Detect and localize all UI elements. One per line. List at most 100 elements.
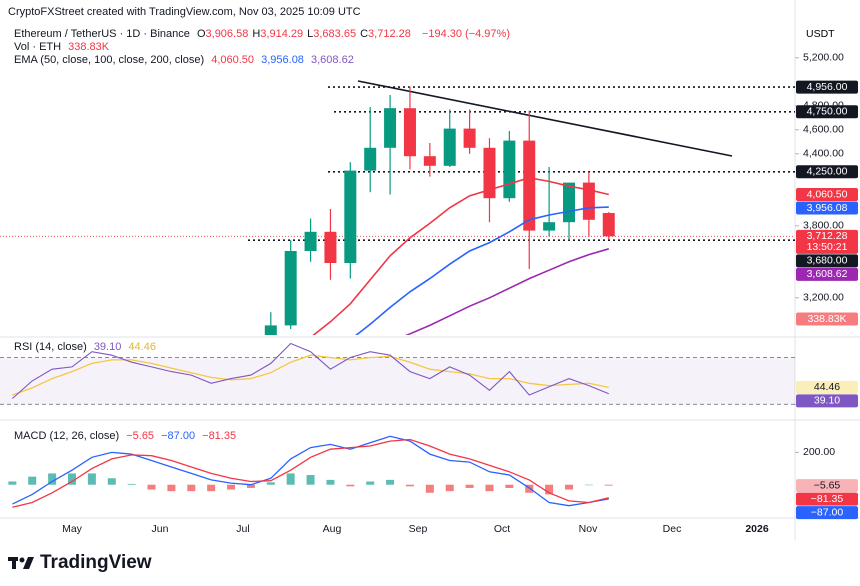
axis-value-label: −81.35 xyxy=(811,493,844,505)
axis-value-box xyxy=(796,80,858,94)
axis-value-label: 4,250.00 xyxy=(807,166,848,178)
y-tick-label: 5,200.00 xyxy=(803,52,844,64)
candle-body xyxy=(602,213,615,237)
histogram-bar xyxy=(147,484,156,490)
histogram-bar xyxy=(187,484,196,492)
axis-value-box xyxy=(796,506,858,520)
ohlc-value: 3,712.28 xyxy=(368,28,411,40)
candle-body xyxy=(582,182,595,220)
histogram-bar xyxy=(525,484,534,493)
axis-value-box xyxy=(796,312,858,326)
x-tick-label: Jun xyxy=(152,523,169,535)
histogram-bar xyxy=(306,475,315,485)
axis-value-label: 3,956.08 xyxy=(807,202,848,214)
candle-body xyxy=(563,182,575,223)
series-line xyxy=(405,248,610,335)
x-tick-label: Aug xyxy=(323,523,342,535)
histogram-bar xyxy=(227,484,236,490)
candle-body xyxy=(543,222,556,231)
macd-pane xyxy=(8,435,613,508)
price-pane xyxy=(0,86,795,335)
axis-value-label: −87.00 xyxy=(811,506,844,518)
axis: 3,200.003,800.004,400.004,600.004,800.00… xyxy=(62,52,858,535)
series-line xyxy=(312,176,609,335)
candle-body xyxy=(423,156,436,166)
candle-body xyxy=(443,128,456,166)
axis-value-label: 39.10 xyxy=(814,395,840,407)
attribution: CryptoFXStreet created with TradingView.… xyxy=(8,6,365,19)
ohlc-label: C xyxy=(360,28,369,40)
axis-value-box xyxy=(796,188,858,202)
candle-body xyxy=(384,108,397,148)
ema-line: EMA (50, close, 100, close, 200, close) … xyxy=(14,54,358,67)
candle-body xyxy=(463,128,476,148)
y-tick-label: 200.00 xyxy=(803,446,835,458)
macd-title: MACD (12, 26, close) xyxy=(14,430,120,442)
histogram-bar xyxy=(107,478,116,485)
logo-text: TradingView xyxy=(40,552,152,573)
symbol-line: Ethereum / TetherUS · 1D · Binance O3,90… xyxy=(14,28,514,41)
histogram-bar xyxy=(207,484,216,492)
candle-body xyxy=(304,231,317,251)
ema-label: EMA (50, close, 100, close, 200, close) xyxy=(14,54,205,66)
ohlc-label: L xyxy=(307,28,314,40)
axis-value-label: 3,608.62 xyxy=(807,268,848,280)
trend-line xyxy=(357,80,733,157)
y-tick-label: 4,400.00 xyxy=(803,148,844,160)
histogram-bar xyxy=(28,476,37,485)
candle-body xyxy=(483,147,496,199)
candle-body xyxy=(264,325,277,335)
x-tick-label: Sep xyxy=(409,523,428,535)
x-tick-label: May xyxy=(62,523,83,535)
volume-value: 338.83K xyxy=(68,41,110,53)
ema-value: 3,956.08 xyxy=(261,54,304,66)
rsi-ma-value: 44.46 xyxy=(128,341,156,353)
histogram-bar xyxy=(604,484,613,486)
axis-value-label: 3,680.00 xyxy=(807,255,848,267)
candle-body xyxy=(503,140,516,199)
histogram-bar xyxy=(246,484,255,488)
histogram-bar xyxy=(405,484,414,487)
macd-hist-value: −5.65 xyxy=(126,430,155,442)
axis-value-box xyxy=(796,492,858,506)
x-tick-label: Dec xyxy=(663,523,682,535)
axis-value-box xyxy=(796,201,858,215)
series-line xyxy=(12,435,609,507)
series-line xyxy=(355,206,609,335)
histogram-bar xyxy=(286,473,295,485)
rsi-band xyxy=(0,357,795,405)
axis-value-label: 338.83K xyxy=(807,313,846,325)
ema-value: 4,060.50 xyxy=(211,54,255,66)
histogram-bar xyxy=(127,483,136,485)
candle-body xyxy=(324,231,337,263)
histogram-bar xyxy=(266,482,275,485)
histogram-bar xyxy=(485,484,494,492)
axis-value-label: 4,750.00 xyxy=(807,106,848,118)
series-line xyxy=(12,354,609,396)
logo-icon xyxy=(8,557,34,569)
histogram-bar xyxy=(68,473,76,485)
histogram-bar xyxy=(445,484,454,492)
histogram-bar xyxy=(584,484,593,486)
y-tick-label: 4,600.00 xyxy=(803,124,844,136)
candle-body xyxy=(284,251,297,326)
candle-body xyxy=(364,147,377,171)
histogram-bar xyxy=(346,484,355,487)
ohlc-value: 3,683.65 xyxy=(313,28,357,40)
x-tick-label: Oct xyxy=(494,523,510,535)
axis-value-box xyxy=(796,394,858,408)
axis-value-label: 44.46 xyxy=(814,381,840,393)
axis-value-label: −5.65 xyxy=(814,479,841,491)
countdown: 13:50:21 xyxy=(807,241,848,253)
candle-body xyxy=(523,140,536,231)
signal-value: −81.35 xyxy=(202,430,237,442)
histogram-bar xyxy=(505,484,514,488)
logo: TradingView xyxy=(8,552,152,574)
volume-line: Vol · ETH 338.83K xyxy=(14,41,113,54)
ema-value: 3,608.62 xyxy=(311,54,354,66)
series-line xyxy=(12,342,610,399)
candle-body xyxy=(403,108,416,157)
candle-body xyxy=(344,170,357,263)
